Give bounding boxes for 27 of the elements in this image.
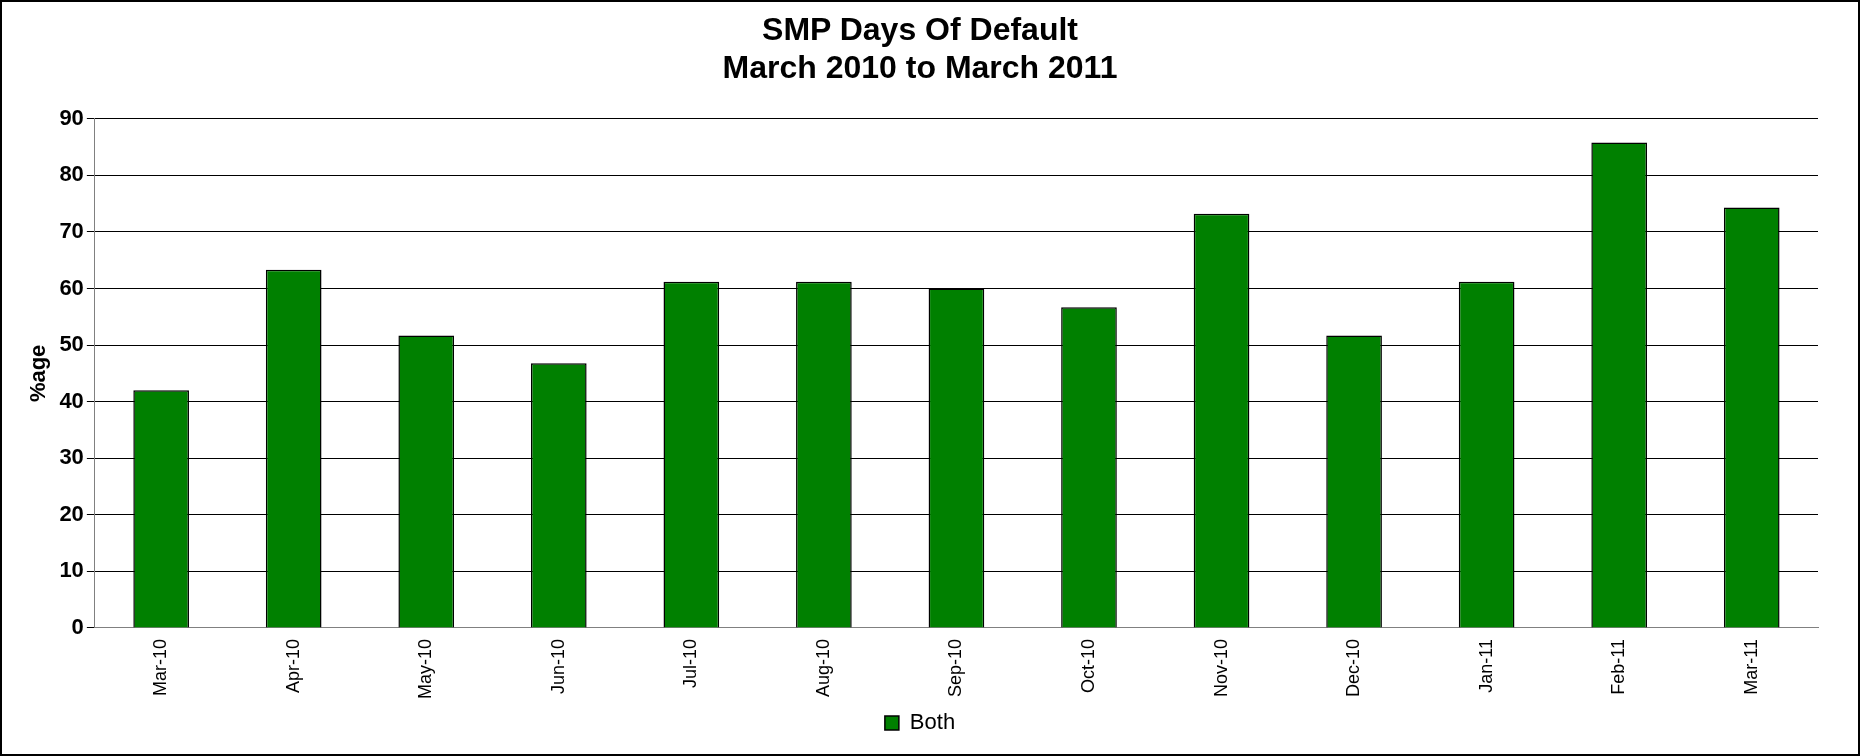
text: March 2010 to March 2011 (722, 49, 1118, 86)
x-tick-label: Feb-11 (1608, 638, 1629, 695)
y-tick-label: 50 (59, 331, 84, 357)
x-tick-label: Apr-10 (282, 638, 303, 694)
y-tick-label: 10 (59, 557, 84, 583)
y-tick-label: 40 (59, 387, 84, 413)
x-tick-label: Oct-10 (1077, 638, 1098, 694)
text: SMP Days Of Default (762, 11, 1078, 48)
x-tick-label: Jan-11 (1475, 638, 1496, 693)
x-tick-label: May-10 (415, 638, 436, 700)
y-tick-label: 70 (59, 218, 84, 244)
y-tick-label: 80 (59, 161, 84, 187)
y-axis-title: %age (25, 344, 51, 403)
x-tick-label: Jul-10 (680, 638, 701, 689)
y-tick-label: 60 (59, 274, 84, 300)
x-tick-label: Jun-10 (547, 638, 568, 695)
x-tick-label: Nov-10 (1210, 638, 1231, 698)
y-tick-label: 0 (71, 614, 84, 640)
x-tick-label: Mar-10 (150, 638, 171, 696)
y-tick-label: 30 (59, 444, 84, 470)
x-tick-label: Dec-10 (1343, 638, 1364, 698)
x-tick-label: Aug-10 (812, 638, 833, 698)
y-tick-label: 20 (59, 500, 84, 526)
y-tick-label: 90 (59, 104, 84, 130)
x-tick-label: Mar-11 (1740, 638, 1761, 695)
legend-label: Both (909, 709, 956, 735)
x-tick-label: Sep-10 (945, 638, 966, 698)
